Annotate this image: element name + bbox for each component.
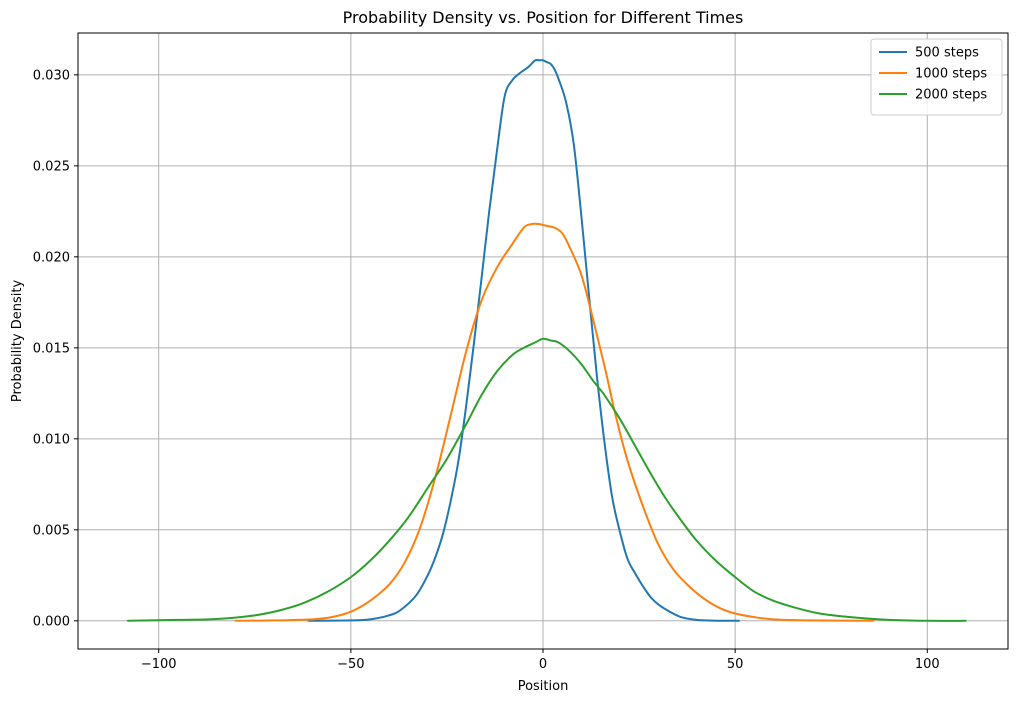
y-tick-label: 0.010: [33, 432, 70, 447]
chart-title: Probability Density vs. Position for Dif…: [343, 8, 744, 27]
series-layer: [126, 59, 967, 622]
y-axis: 0.000 0.005 0.010 0.015 0.020 0.025 0.030: [33, 68, 78, 629]
series-line-1: [307, 59, 740, 622]
x-tick-label: 0: [539, 657, 547, 672]
legend-box: [870, 38, 1003, 116]
y-tick-label: 0.015: [33, 341, 70, 356]
y-tick-label: 0.000: [33, 614, 70, 629]
series-line-3: [126, 337, 967, 622]
legend-label: 1000 steps: [915, 67, 987, 82]
y-tick-label: 0.005: [33, 523, 70, 538]
y-tick-label: 0.025: [33, 159, 70, 174]
x-tick-label: −100: [141, 657, 177, 672]
series-line-2: [234, 222, 875, 622]
grid: [78, 33, 1008, 649]
legend-label: 500 steps: [915, 46, 979, 61]
y-tick-label: 0.030: [33, 68, 70, 83]
x-axis-title: Position: [518, 679, 569, 694]
x-axis: −100 −50 0 50 100: [141, 649, 940, 672]
y-tick-label: 0.020: [33, 250, 70, 265]
legend-label: 2000 steps: [915, 88, 987, 103]
x-tick-label: 100: [915, 657, 940, 672]
x-tick-label: 50: [727, 657, 744, 672]
legend: 500 steps 1000 steps 2000 steps: [870, 38, 1003, 116]
x-tick-label: −50: [337, 657, 364, 672]
y-axis-title: Probability Density: [10, 280, 25, 403]
